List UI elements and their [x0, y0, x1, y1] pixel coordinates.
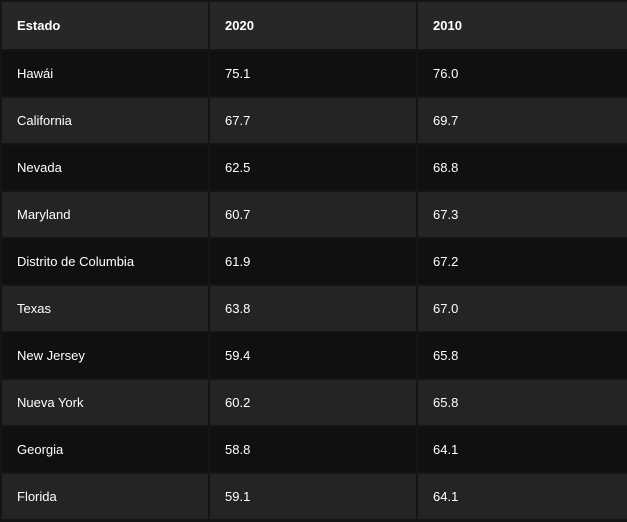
cell-2020: 62.5: [210, 145, 416, 190]
cell-2020: 59.1: [210, 474, 416, 519]
cell-estado: New Jersey: [2, 333, 208, 378]
cell-estado: Nevada: [2, 145, 208, 190]
column-header-2010: 2010: [418, 2, 627, 49]
column-header-estado: Estado: [2, 2, 208, 49]
cell-estado: Texas: [2, 286, 208, 331]
table-row: New Jersey 59.4 65.8: [2, 333, 627, 378]
cell-2010: 69.7: [418, 98, 627, 143]
cell-estado: Hawái: [2, 51, 208, 96]
cell-estado: Nueva York: [2, 380, 208, 425]
cell-2010: 65.8: [418, 380, 627, 425]
cell-2010: 67.2: [418, 239, 627, 284]
cell-estado: Florida: [2, 474, 208, 519]
cell-2010: 68.8: [418, 145, 627, 190]
cell-estado: Georgia: [2, 427, 208, 472]
table-row: Distrito de Columbia 61.9 67.2: [2, 239, 627, 284]
cell-2020: 60.2: [210, 380, 416, 425]
table-row: Nevada 62.5 68.8: [2, 145, 627, 190]
cell-2010: 76.0: [418, 51, 627, 96]
cell-2010: 64.1: [418, 427, 627, 472]
column-header-2020: 2020: [210, 2, 416, 49]
table-header-row: Estado 2020 2010: [2, 2, 627, 49]
cell-2010: 65.8: [418, 333, 627, 378]
cell-2020: 67.7: [210, 98, 416, 143]
table-row: Hawái 75.1 76.0: [2, 51, 627, 96]
table-row: Nueva York 60.2 65.8: [2, 380, 627, 425]
cell-2020: 60.7: [210, 192, 416, 237]
table-row: Georgia 58.8 64.1: [2, 427, 627, 472]
cell-2020: 75.1: [210, 51, 416, 96]
cell-2020: 63.8: [210, 286, 416, 331]
cell-estado: California: [2, 98, 208, 143]
table-row: Maryland 60.7 67.3: [2, 192, 627, 237]
table-row: Florida 59.1 64.1: [2, 474, 627, 519]
cell-2010: 67.3: [418, 192, 627, 237]
cell-2020: 59.4: [210, 333, 416, 378]
cell-estado: Distrito de Columbia: [2, 239, 208, 284]
table-row: Texas 63.8 67.0: [2, 286, 627, 331]
cell-2010: 67.0: [418, 286, 627, 331]
table-row: California 67.7 69.7: [2, 98, 627, 143]
cell-2020: 61.9: [210, 239, 416, 284]
cell-2020: 58.8: [210, 427, 416, 472]
cell-2010: 64.1: [418, 474, 627, 519]
cell-estado: Maryland: [2, 192, 208, 237]
